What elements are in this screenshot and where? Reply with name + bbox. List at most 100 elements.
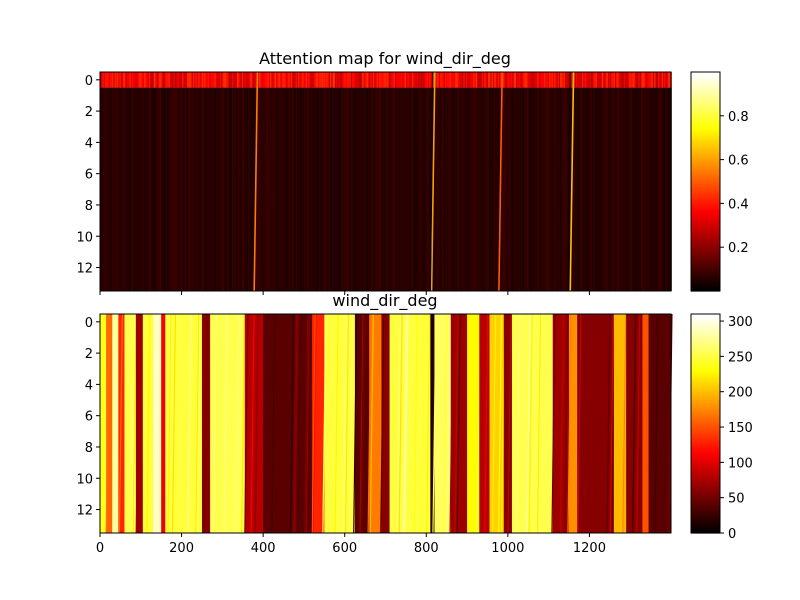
- attention-cell-row0: [178, 72, 180, 88]
- attention-cell-rows: [309, 87, 311, 292]
- y-tick-label: 2: [85, 105, 93, 120]
- attention-cell-rows: [363, 87, 365, 292]
- attention-cell-rows: [558, 87, 561, 292]
- attention-cell-row0: [529, 72, 532, 88]
- attention-cell-rows: [637, 87, 639, 292]
- attention-cell-rows: [580, 87, 583, 292]
- attention-cell-rows: [102, 87, 105, 292]
- attention-cell-rows: [579, 87, 582, 292]
- attention-cell-row0: [284, 72, 287, 88]
- attention-cell-rows: [664, 87, 666, 292]
- attention-cell-row0: [534, 72, 536, 88]
- colorbar-step: [691, 476, 720, 479]
- attention-cell-rows: [338, 87, 341, 292]
- attention-cell-rows: [523, 87, 525, 292]
- attention-cell-rows: [418, 87, 420, 292]
- colorbar-step: [691, 231, 720, 235]
- attention-cell-row0: [161, 72, 163, 88]
- attention-cell-row0: [134, 72, 136, 88]
- attention-cell-rows: [533, 87, 535, 292]
- colorbar-step: [691, 351, 720, 355]
- attention-low-line: [429, 71, 434, 292]
- attention-cell-rows: [525, 87, 528, 292]
- wind-dir-stripe: [516, 313, 521, 534]
- attention-cell-rows: [485, 87, 488, 292]
- attention-cell-row0: [119, 72, 122, 88]
- attention-cell-row0: [200, 72, 202, 88]
- attention-cell-rows: [213, 87, 216, 292]
- attention-cell-row0: [536, 72, 539, 88]
- colorbar-step: [691, 260, 720, 264]
- wind-dir-stripe: [271, 313, 276, 534]
- attention-cell-row0: [492, 72, 495, 88]
- attention-cell-row0: [245, 72, 248, 88]
- colorbar-step: [691, 188, 720, 191]
- attention-cell-rows: [645, 87, 648, 292]
- attention-cell-row0: [558, 72, 561, 88]
- colorbar-step: [691, 346, 720, 350]
- attention-cell-row0: [617, 72, 620, 88]
- attention-cell-row0: [459, 72, 462, 88]
- attention-cell-rows: [191, 87, 194, 292]
- attention-cell-rows: [205, 87, 207, 292]
- attention-cell-row0: [502, 72, 505, 88]
- attention-cell-rows: [197, 87, 200, 292]
- attention-cell-row0: [419, 72, 421, 88]
- x-tick-label: 1200: [573, 541, 606, 556]
- attention-cell-row0: [442, 72, 445, 88]
- wind-dir-stripe: [484, 313, 489, 534]
- attention-cell-rows: [609, 87, 611, 292]
- attention-cell-row0: [316, 72, 319, 88]
- attention-cell-row0: [560, 72, 562, 88]
- attention-cell-rows: [448, 87, 451, 292]
- colorbar-step: [691, 473, 720, 477]
- wind-dir-stripe: [522, 313, 527, 534]
- attention-cell-rows: [122, 87, 124, 292]
- attention-cell-rows: [484, 87, 486, 292]
- attention-cell-rows: [332, 87, 335, 292]
- attention-cell-row0: [211, 72, 213, 88]
- attention-cell-rows: [158, 87, 161, 292]
- colorbar-step: [691, 478, 720, 482]
- attention-cell-rows: [561, 87, 563, 292]
- colorbar-step: [691, 91, 720, 95]
- wind-dir-segment: [100, 314, 107, 533]
- colorbar-step: [691, 355, 720, 359]
- attention-cell-rows: [123, 87, 125, 292]
- colorbar-step: [691, 480, 720, 484]
- attention-cell-rows: [530, 87, 533, 292]
- attention-cell-row0: [518, 72, 521, 88]
- attention-cell-rows: [407, 87, 409, 292]
- attention-cell-row0: [412, 72, 414, 88]
- attention-cell-row0: [150, 72, 152, 88]
- attention-cell-row0: [478, 72, 480, 88]
- attention-cell-rows: [134, 87, 136, 292]
- x-tick-label: 200: [169, 541, 194, 556]
- attention-cell-rows: [261, 87, 264, 292]
- colorbar-step: [691, 327, 720, 330]
- attention-cell-row0: [226, 72, 228, 88]
- attention-cell-row0: [311, 72, 314, 88]
- colorbar-step: [691, 245, 720, 248]
- wind-dir-stripe: [402, 313, 407, 534]
- attention-cell-rows: [215, 87, 217, 292]
- attention-cell-rows: [529, 87, 532, 292]
- colorbar-tick-label: 100: [728, 456, 753, 471]
- attention-cell-rows: [216, 87, 218, 292]
- attention-cell-rows: [573, 87, 576, 292]
- attention-cell-row0: [484, 72, 486, 88]
- wind-dir-stripe: [312, 313, 317, 534]
- x-tick-label: 1000: [491, 541, 524, 556]
- colorbar-step: [691, 253, 720, 257]
- colorbar-step: [691, 117, 720, 121]
- attention-cell-rows: [248, 87, 250, 292]
- colorbar-step: [691, 284, 720, 288]
- colorbar-step: [691, 357, 720, 361]
- attention-cell-rows: [287, 87, 289, 292]
- attention-cell-row0: [310, 72, 313, 88]
- attention-cell-row0: [386, 72, 388, 88]
- attention-cell-row0: [159, 72, 162, 88]
- wind-dir-stripe: [211, 313, 217, 534]
- attention-cell-row0: [659, 72, 661, 88]
- attention-cell-rows: [451, 87, 453, 292]
